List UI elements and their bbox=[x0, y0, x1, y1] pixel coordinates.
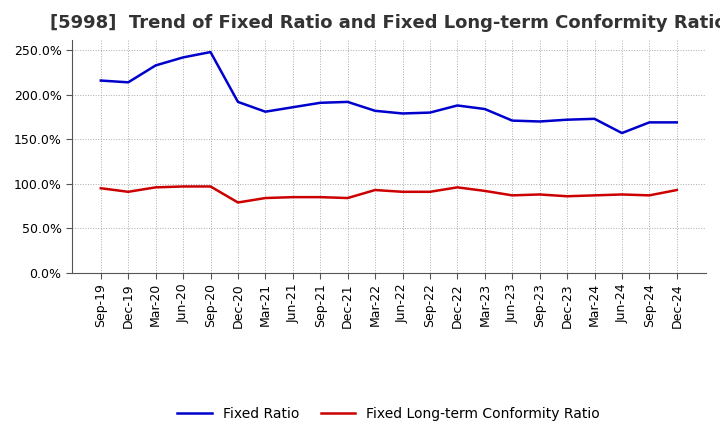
Title: [5998]  Trend of Fixed Ratio and Fixed Long-term Conformity Ratio: [5998] Trend of Fixed Ratio and Fixed Lo… bbox=[50, 15, 720, 33]
Fixed Long-term Conformity Ratio bbox=[206, 184, 215, 189]
Fixed Long-term Conformity Ratio bbox=[618, 192, 626, 197]
Fixed Long-term Conformity Ratio bbox=[343, 195, 352, 201]
Fixed Ratio bbox=[316, 100, 325, 106]
Fixed Long-term Conformity Ratio bbox=[124, 189, 132, 194]
Fixed Long-term Conformity Ratio bbox=[151, 185, 160, 190]
Fixed Ratio bbox=[563, 117, 572, 122]
Fixed Long-term Conformity Ratio bbox=[179, 184, 187, 189]
Fixed Ratio bbox=[536, 119, 544, 124]
Fixed Long-term Conformity Ratio bbox=[426, 189, 434, 194]
Fixed Ratio bbox=[672, 120, 681, 125]
Fixed Long-term Conformity Ratio bbox=[645, 193, 654, 198]
Legend: Fixed Ratio, Fixed Long-term Conformity Ratio: Fixed Ratio, Fixed Long-term Conformity … bbox=[172, 401, 606, 426]
Fixed Long-term Conformity Ratio bbox=[289, 194, 297, 200]
Line: Fixed Ratio: Fixed Ratio bbox=[101, 52, 677, 133]
Fixed Long-term Conformity Ratio bbox=[508, 193, 516, 198]
Fixed Ratio bbox=[289, 105, 297, 110]
Fixed Ratio bbox=[371, 108, 379, 114]
Fixed Long-term Conformity Ratio bbox=[672, 187, 681, 193]
Fixed Long-term Conformity Ratio bbox=[96, 186, 105, 191]
Line: Fixed Long-term Conformity Ratio: Fixed Long-term Conformity Ratio bbox=[101, 187, 677, 202]
Fixed Ratio bbox=[508, 118, 516, 123]
Fixed Ratio bbox=[480, 106, 489, 112]
Fixed Ratio bbox=[618, 130, 626, 136]
Fixed Long-term Conformity Ratio bbox=[233, 200, 242, 205]
Fixed Long-term Conformity Ratio bbox=[590, 193, 599, 198]
Fixed Ratio bbox=[590, 116, 599, 121]
Fixed Long-term Conformity Ratio bbox=[371, 187, 379, 193]
Fixed Long-term Conformity Ratio bbox=[261, 195, 270, 201]
Fixed Ratio bbox=[179, 55, 187, 60]
Fixed Long-term Conformity Ratio bbox=[480, 188, 489, 194]
Fixed Ratio bbox=[96, 78, 105, 83]
Fixed Ratio bbox=[233, 99, 242, 105]
Fixed Long-term Conformity Ratio bbox=[536, 192, 544, 197]
Fixed Long-term Conformity Ratio bbox=[563, 194, 572, 199]
Fixed Ratio bbox=[206, 49, 215, 55]
Fixed Ratio bbox=[453, 103, 462, 108]
Fixed Ratio bbox=[261, 109, 270, 114]
Fixed Long-term Conformity Ratio bbox=[316, 194, 325, 200]
Fixed Ratio bbox=[343, 99, 352, 105]
Fixed Ratio bbox=[645, 120, 654, 125]
Fixed Ratio bbox=[151, 63, 160, 68]
Fixed Long-term Conformity Ratio bbox=[398, 189, 407, 194]
Fixed Long-term Conformity Ratio bbox=[453, 185, 462, 190]
Fixed Ratio bbox=[398, 111, 407, 116]
Fixed Ratio bbox=[124, 80, 132, 85]
Fixed Ratio bbox=[426, 110, 434, 115]
